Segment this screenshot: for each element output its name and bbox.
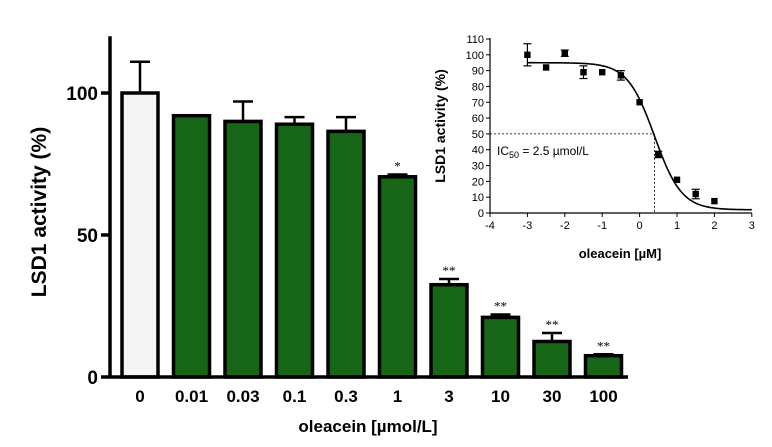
main-bar-chart: ********* 0 0.01 0.03 0.1 0.3 1 3 10 30 100050100… <box>28 36 628 436</box>
x-tick-label: 0.01 <box>175 387 208 406</box>
inset-x-tick-label: 2 <box>711 220 717 232</box>
inset-y-tick-label: 50 <box>472 129 484 141</box>
significance-label: ** <box>443 263 456 278</box>
x-tick-label: 30 <box>543 387 562 406</box>
inset-x-tick-label: -3 <box>523 220 533 232</box>
inset-y-tick-label: 100 <box>466 50 484 62</box>
inset-x-axis-label: oleacein [µM] <box>579 246 662 261</box>
bar <box>326 129 366 379</box>
inset-y-axis-label: LSD1 activity (%) <box>432 69 448 183</box>
bar <box>583 353 624 379</box>
data-point <box>636 99 643 106</box>
ic50-prefix: IC <box>497 144 509 158</box>
ic50-annotation: IC50 = 2.5 µmol/L <box>497 144 589 160</box>
x-tick-label: 100 <box>589 387 617 406</box>
inset-y-tick-label: 10 <box>472 192 484 204</box>
inset-y-tick-label: 110 <box>466 34 484 46</box>
inset-x-tick-label: 3 <box>749 220 755 232</box>
y-tick-label: 100 <box>66 84 98 105</box>
inset-x-tick-label: 1 <box>674 220 680 232</box>
inset-y-tick-label: 70 <box>472 97 484 109</box>
inset-y-tick-label: 60 <box>472 113 484 125</box>
data-point <box>561 50 568 57</box>
x-tick-label: 1 <box>393 387 402 406</box>
significance-label: ** <box>597 338 610 353</box>
main-bars: ********* <box>120 60 624 379</box>
y-tick-label: 50 <box>77 226 98 247</box>
fit-curve <box>527 61 752 211</box>
inset-x-tick-label: -2 <box>560 220 570 232</box>
significance-label: ** <box>494 299 507 314</box>
bar <box>480 315 521 379</box>
y-tick-label: 0 <box>87 368 98 389</box>
bar <box>223 119 263 379</box>
x-tick-label: 0.3 <box>334 387 358 406</box>
data-point <box>711 197 718 205</box>
data-point <box>673 176 681 183</box>
x-tick-label: 0 <box>135 387 144 406</box>
ic50-suffix: = 2.5 µmol/L <box>519 144 589 158</box>
data-point <box>599 69 606 76</box>
data-point <box>692 190 699 198</box>
inset-y-tick-label: 40 <box>472 145 484 157</box>
main-y-axis-label: LSD1 activity (%) <box>28 127 51 297</box>
inset-axes: 0 10 20 30 40 50 60 70 80 90 100 110 -4 -3 -2 -1 0 1 2 3 <box>466 34 755 232</box>
inset-y-tick-label: 0 <box>478 208 484 220</box>
bar <box>429 282 469 379</box>
inset-y-tick-label: 90 <box>472 66 484 78</box>
data-point <box>542 64 550 71</box>
data-point <box>655 151 662 158</box>
inset-y-tick-label: 30 <box>472 161 484 173</box>
bar <box>120 91 160 379</box>
data-point <box>617 72 625 79</box>
bar <box>377 175 418 379</box>
inset-x-tick-label: -1 <box>597 220 607 232</box>
bar <box>274 122 315 379</box>
data-point <box>580 69 587 76</box>
inset-y-tick-label: 80 <box>472 81 484 93</box>
main-x-axis-label: oleacein [µmol/L] <box>298 417 437 436</box>
significance-label: * <box>394 159 401 174</box>
inset-y-tick-label: 20 <box>472 176 484 188</box>
inset-dose-response-chart: 0 10 20 30 40 50 60 70 80 90 100 110 -4 -3 -2 -1 0 1 2 3 LS… <box>432 34 755 261</box>
ic50-subscript: 50 <box>509 150 519 160</box>
bar <box>532 339 572 379</box>
bar <box>171 113 212 379</box>
inset-x-tick-label: 0 <box>637 220 643 232</box>
x-tick-label: 3 <box>444 387 453 406</box>
significance-label: ** <box>546 317 559 332</box>
inset-marks <box>490 43 752 213</box>
x-tick-label: 0.1 <box>283 387 307 406</box>
data-point <box>524 51 531 58</box>
inset-x-tick-label: -4 <box>485 220 495 232</box>
x-tick-label: 10 <box>491 387 510 406</box>
x-tick-label: 0.03 <box>226 387 259 406</box>
